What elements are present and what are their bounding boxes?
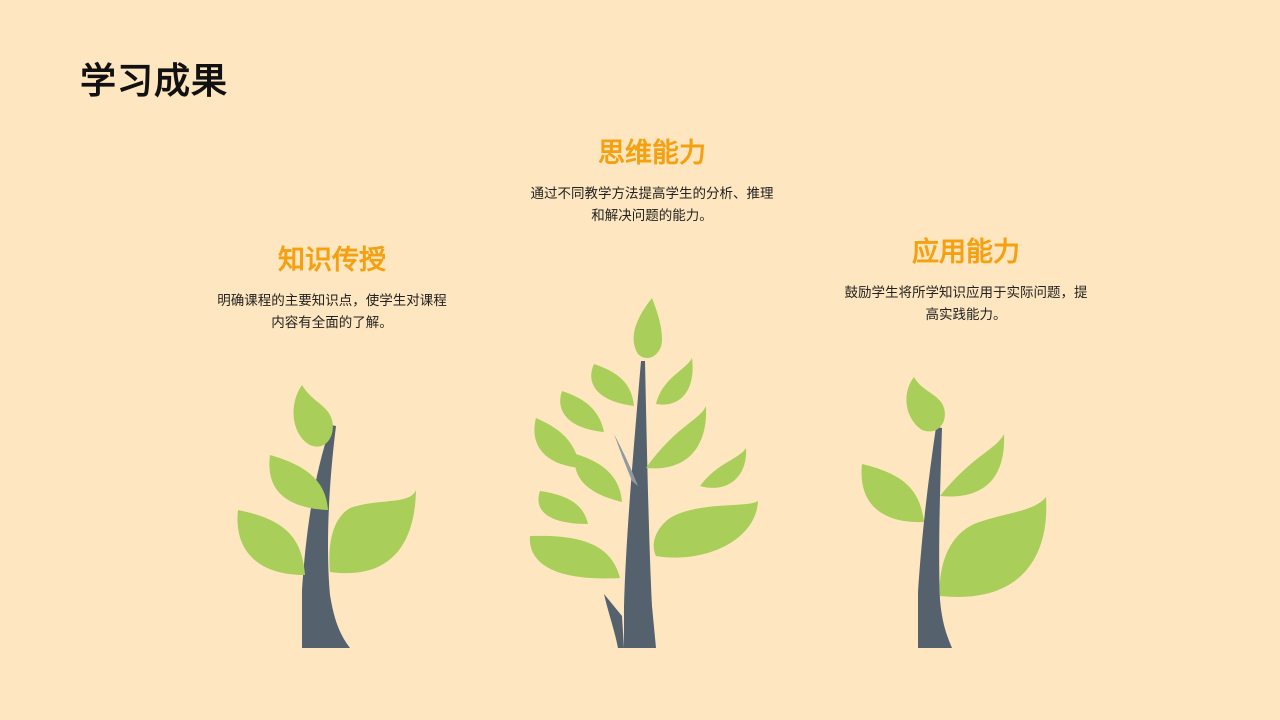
leaf [906,377,945,432]
leaf [329,490,416,574]
thinking-block: 思维能力 通过不同教学方法提高学生的分析、推理 和解决问题的能力。 [512,137,792,227]
leaf [560,391,604,432]
leaf [575,454,622,502]
small-tree-icon [861,377,1047,648]
tree-trunk [624,361,656,648]
leaf [700,448,747,488]
leaf [653,501,758,558]
large-tree-icon [529,298,758,648]
leaf [591,364,634,406]
application-title: 应用能力 [912,237,1020,268]
leaf [529,535,620,579]
leaf [939,497,1047,597]
knowledge-block: 知识传授 明确课程的主要知识点，使学生对课程 内容有全面的了解。 [202,244,462,334]
knowledge-description-line-1: 明确课程的主要知识点，使学生对课程 [217,293,447,309]
knowledge-description: 明确课程的主要知识点，使学生对课程 内容有全面的了解。 [202,290,462,334]
tree-trunk [302,425,350,648]
thinking-description-line-1: 通过不同教学方法提高学生的分析、推理 [530,186,774,202]
leaf [538,491,588,524]
leaf [861,464,924,523]
tree-branch [604,594,624,648]
small-tree-icon [237,385,416,648]
leaf [656,358,693,405]
page-title: 学习成果 [80,61,229,102]
knowledge-description-line-2: 内容有全面的了解。 [271,315,393,331]
thinking-description: 通过不同教学方法提高学生的分析、推理 和解决问题的能力。 [512,183,792,227]
leaf [237,510,305,575]
leaf [293,385,333,447]
thinking-description-line-2: 和解决问题的能力。 [591,208,713,224]
tree-twig [614,434,638,486]
leaf [646,406,707,469]
leaf [940,434,1005,497]
thinking-title: 思维能力 [598,138,706,169]
knowledge-title: 知识传授 [278,245,386,276]
tree-trunk [918,427,952,648]
leaf [534,418,580,468]
application-description-line-2: 高实践能力。 [925,307,1007,323]
application-description-line-1: 鼓励学生将所学知识应用于实际问题，提 [844,285,1088,301]
application-description: 鼓励学生将所学知识应用于实际问题，提 高实践能力。 [828,282,1104,326]
application-block: 应用能力 鼓励学生将所学知识应用于实际问题，提 高实践能力。 [828,236,1104,326]
leaf [269,455,328,510]
leaf [633,298,662,359]
